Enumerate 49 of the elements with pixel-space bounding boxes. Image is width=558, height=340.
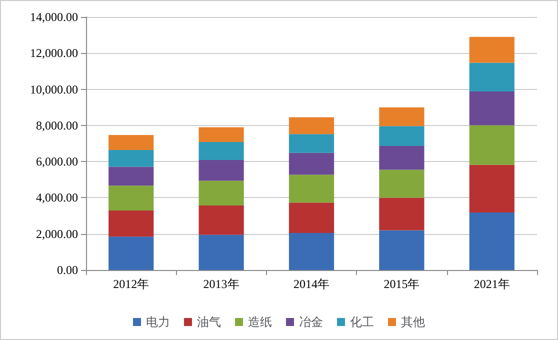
bar [198, 180, 244, 206]
bar [288, 117, 334, 134]
bar [198, 234, 244, 270]
bar [108, 166, 154, 186]
bar [198, 127, 244, 142]
y-tick-label: 0.00 [57, 263, 78, 277]
bar [469, 125, 514, 165]
bar [469, 62, 514, 92]
bar [198, 160, 244, 181]
bar [288, 152, 334, 175]
legend-label: 化工 [350, 315, 374, 329]
legend-label: 电力 [146, 315, 170, 329]
x-tick-label: 2012年 [113, 277, 150, 291]
bar [469, 164, 514, 213]
y-tick-label: 12,000.00 [30, 46, 78, 60]
bar [379, 170, 424, 198]
legend-label: 油气 [197, 315, 221, 329]
bar [288, 202, 334, 233]
bar [108, 186, 154, 211]
x-tick-label: 2014年 [294, 277, 330, 291]
y-tick-label: 8,000.00 [36, 118, 78, 132]
bar [469, 36, 514, 63]
bar [469, 91, 514, 126]
y-tick-label: 14,000.00 [30, 10, 78, 24]
bar [108, 150, 154, 167]
bar [288, 134, 334, 153]
bar [379, 198, 424, 230]
y-tick-label: 10,000.00 [30, 82, 78, 96]
y-tick-label: 2,000.00 [36, 226, 78, 241]
x-tick-label: 2015年 [384, 277, 420, 291]
bar [469, 212, 514, 270]
y-tick-label: 4,000.00 [36, 190, 78, 205]
x-tick-label: 2021年 [474, 277, 510, 291]
y-tick-label: 6,000.00 [36, 154, 78, 169]
bar [108, 135, 154, 150]
bar [288, 174, 334, 203]
legend-label: 其他 [401, 315, 425, 329]
bar [288, 232, 334, 270]
legend-label: 造纸 [248, 315, 272, 329]
bar [198, 142, 244, 160]
bar [198, 205, 244, 235]
bar [379, 126, 424, 146]
x-tick-label: 2013年 [203, 277, 240, 291]
bar [379, 146, 424, 170]
bar [108, 210, 154, 237]
bar [379, 107, 424, 126]
legend-label: 冶金 [299, 315, 323, 329]
bar [108, 236, 154, 270]
bar [379, 230, 424, 270]
